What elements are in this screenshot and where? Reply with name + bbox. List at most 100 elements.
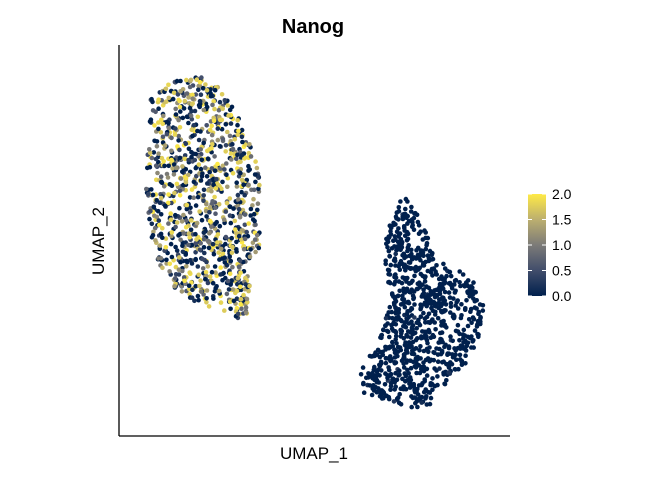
- cell-point: [228, 220, 234, 226]
- cell-point: [162, 163, 167, 169]
- cell-point: [201, 198, 206, 204]
- cell-point: [205, 181, 210, 186]
- cell-point: [196, 83, 201, 89]
- cell-point: [212, 106, 217, 112]
- cell-point: [381, 327, 386, 333]
- colorbar-legend: 0.0 0.5 1.0 1.5 2.0: [528, 186, 572, 304]
- cell-point: [156, 126, 161, 132]
- cell-point: [208, 87, 213, 92]
- cell-point: [218, 246, 224, 252]
- cell-point: [175, 92, 181, 97]
- cell-point: [377, 373, 382, 378]
- cell-point: [386, 235, 392, 241]
- cell-point: [163, 245, 169, 250]
- cell-point: [158, 231, 164, 237]
- cell-point: [178, 109, 183, 114]
- cell-point: [209, 188, 214, 194]
- cell-point: [389, 291, 395, 296]
- cell-point: [204, 88, 210, 93]
- cell-point: [215, 161, 220, 167]
- cell-point: [440, 360, 445, 365]
- cell-point: [197, 209, 202, 214]
- cell-point: [409, 404, 415, 410]
- cell-point: [201, 236, 207, 242]
- cell-point: [180, 115, 186, 121]
- cell-point: [178, 259, 183, 265]
- cell-point: [148, 208, 153, 214]
- cell-point: [222, 255, 227, 260]
- cell-point: [201, 140, 206, 146]
- cell-point: [177, 188, 183, 193]
- cell-point: [169, 254, 175, 260]
- cell-point: [414, 398, 420, 404]
- cell-point: [176, 117, 181, 123]
- cell-point: [474, 306, 479, 311]
- colorbar-tick-label: 1.5: [552, 212, 572, 228]
- cell-point: [190, 92, 195, 98]
- cell-point: [415, 281, 421, 287]
- cell-point: [395, 293, 401, 299]
- cell-point: [163, 236, 169, 241]
- cell-point: [153, 238, 158, 243]
- cell-point: [188, 77, 194, 83]
- cell-point: [157, 243, 163, 248]
- cell-point: [367, 353, 373, 359]
- cell-point: [402, 225, 407, 231]
- cell-point: [191, 123, 197, 128]
- cell-point: [239, 153, 245, 158]
- cell-point: [160, 225, 165, 231]
- cell-point: [211, 99, 216, 104]
- cell-point: [408, 266, 413, 272]
- cell-point: [461, 340, 466, 345]
- cell-point: [246, 182, 251, 188]
- cell-point: [397, 267, 403, 273]
- cell-point: [422, 316, 428, 321]
- cell-point: [193, 231, 198, 237]
- cell-point: [409, 251, 414, 257]
- cell-point: [198, 289, 204, 294]
- cell-point: [235, 192, 241, 198]
- cell-point: [199, 157, 205, 163]
- cell-point: [413, 346, 419, 351]
- cell-point: [170, 166, 175, 171]
- cell-point: [211, 251, 217, 257]
- cell-point: [415, 286, 421, 292]
- cell-point: [172, 276, 178, 281]
- cell-point: [416, 363, 422, 368]
- cell-point: [186, 172, 191, 178]
- cell-point: [212, 168, 218, 173]
- cell-point: [213, 221, 218, 227]
- cell-point: [433, 309, 438, 315]
- cell-point: [227, 196, 233, 201]
- cell-point: [238, 170, 243, 176]
- cell-point: [422, 301, 427, 307]
- cell-point: [204, 288, 210, 293]
- cell-point: [176, 133, 181, 139]
- cell-point: [190, 96, 195, 101]
- cell-point: [219, 92, 225, 97]
- cell-point: [424, 241, 430, 246]
- cell-point: [241, 292, 246, 298]
- cell-point: [446, 365, 452, 370]
- cell-point: [405, 245, 411, 250]
- cell-point: [184, 218, 189, 223]
- cell-point: [190, 133, 195, 139]
- cell-point: [434, 302, 440, 307]
- cell-point: [387, 304, 393, 310]
- cell-point: [388, 262, 394, 268]
- cell-point: [200, 171, 205, 176]
- cell-point: [189, 187, 195, 192]
- cell-point: [239, 134, 245, 140]
- cell-point: [402, 211, 407, 217]
- cell-point: [457, 269, 463, 274]
- cell-point: [204, 201, 209, 207]
- cell-point: [430, 332, 436, 338]
- cell-point: [176, 233, 181, 238]
- cell-point: [393, 311, 399, 316]
- cell-point: [204, 259, 209, 265]
- cell-point: [431, 299, 436, 305]
- cell-point: [227, 204, 233, 210]
- cell-point: [210, 280, 216, 286]
- cell-point: [231, 206, 236, 211]
- cell-point: [415, 219, 421, 225]
